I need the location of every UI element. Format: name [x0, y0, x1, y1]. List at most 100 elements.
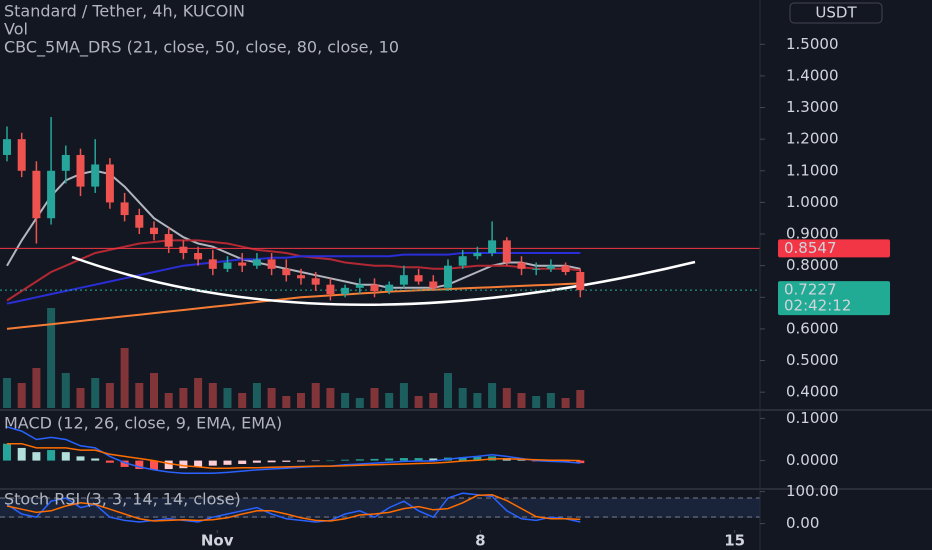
macd-histogram-bar [473, 456, 482, 461]
volume-bar [399, 383, 408, 408]
candle-body [208, 259, 217, 269]
volume-bar [502, 388, 511, 408]
overlay-label: CBC_5MA_DRS (21, close, 50, close, 80, c… [4, 38, 399, 58]
macd-histogram-bar [194, 460, 203, 467]
candle-body [238, 262, 247, 266]
drawn-arc [71, 255, 696, 306]
volume-bar [238, 393, 247, 408]
volume-bar [47, 308, 56, 408]
currency-button[interactable] [789, 2, 883, 24]
candle-body [150, 227, 158, 235]
macd-histogram-bar [414, 458, 423, 461]
macd-histogram-bar [76, 456, 85, 461]
macd-histogram-bar [267, 460, 276, 463]
macd-histogram-bar [208, 460, 217, 466]
stoch-label: Stoch RSI (3, 3, 14, 14, close) [4, 490, 241, 509]
candle-body [17, 139, 26, 171]
candle-body [47, 170, 56, 219]
y-tick-label: 1.4000 [786, 66, 839, 84]
candle-body [120, 202, 129, 216]
candle-body [252, 259, 261, 266]
candle-body [282, 268, 291, 276]
countdown-label: 02:42:12 [784, 297, 851, 315]
volume-bar [341, 393, 350, 408]
y-tick-label: 1.2000 [786, 130, 839, 148]
macd-histogram-bar [17, 447, 26, 461]
candle-body [458, 256, 467, 266]
volume-bar [32, 368, 41, 408]
currency-label[interactable]: USDT [815, 4, 857, 22]
macd-histogram-bar [150, 460, 158, 470]
macd-histogram-bar [326, 460, 335, 462]
macd-histogram-bar [311, 460, 320, 462]
volume-bar [135, 383, 144, 408]
candle-body [164, 234, 173, 247]
candle-body [76, 154, 85, 187]
volume-bar [414, 396, 423, 408]
candle-body [385, 284, 394, 291]
candle-body [399, 275, 408, 285]
candle-body [414, 275, 423, 282]
candle-body [576, 272, 585, 291]
moving-average [6, 169, 581, 289]
y-tick-label: 1.3000 [786, 98, 839, 116]
macd-histogram-bar [47, 450, 56, 461]
volume-bar [282, 396, 291, 408]
macd-histogram-bar [429, 458, 438, 461]
volume-bar [546, 393, 555, 408]
candle-body [355, 284, 364, 288]
macd-histogram-bar [399, 458, 408, 461]
signal-line [7, 442, 581, 469]
y-tick-label: 0.0000 [786, 451, 839, 469]
candle-body [488, 240, 497, 254]
price-tag [778, 281, 890, 316]
y-tick-label: 0.5000 [786, 351, 839, 369]
volume-bar [223, 388, 232, 408]
candle-body [546, 265, 555, 269]
moving-average [6, 239, 581, 302]
volume-bar [473, 393, 482, 408]
macd-histogram-bar [385, 458, 394, 461]
volume-bar [17, 383, 26, 408]
candle-body [561, 265, 570, 272]
volume-bar [370, 388, 379, 408]
y-tick-label: 1.1000 [786, 161, 839, 179]
macd-histogram-bar [164, 460, 173, 470]
volume-bar [91, 378, 100, 408]
y-tick-label: 0.8000 [786, 256, 839, 274]
candle-body [223, 262, 232, 269]
chart-title: Standard / Tether, 4h, KUCOIN [4, 2, 245, 21]
candle-body [135, 215, 144, 228]
volume-bar [208, 383, 217, 408]
volume-bar [458, 388, 467, 408]
volume-bar [311, 383, 320, 408]
macd-histogram-bar [341, 459, 350, 461]
volume-bar [429, 393, 438, 408]
volume-bar [576, 390, 585, 408]
legend: Standard / Tether, 4h, KUCOIN Vol CBC_5M… [4, 2, 399, 509]
x-tick-label: 15 [724, 532, 745, 550]
volume-bar [164, 393, 173, 408]
volume-bar [532, 396, 541, 408]
candle-body [61, 154, 70, 171]
volume-bar [120, 348, 129, 408]
volume-bar [444, 373, 452, 408]
volume-bar [76, 388, 85, 408]
candle-body [179, 246, 188, 254]
candle-body [370, 284, 379, 291]
candle-body [532, 268, 541, 270]
y-tick-label: 100.00 [786, 482, 839, 500]
x-tick-label: Nov [201, 532, 234, 550]
volume-bar [297, 393, 305, 408]
volume-bar [561, 398, 570, 408]
price-tag-label: 0.8547 [784, 239, 837, 257]
price-tag [778, 239, 890, 258]
price-tag-label: 0.7227 [784, 281, 837, 299]
candle-body [429, 281, 438, 288]
volume-bar [385, 393, 394, 408]
y-tick-label: 0.4000 [786, 383, 839, 401]
macd-histogram-bar [238, 460, 247, 464]
macd-histogram-bar [3, 443, 11, 461]
candle-body [341, 287, 350, 295]
